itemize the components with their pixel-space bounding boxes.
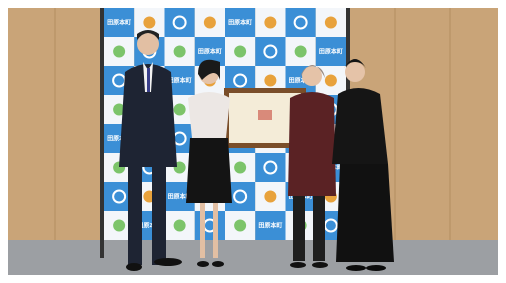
stand-pole xyxy=(100,8,104,258)
backdrop-mascot xyxy=(234,46,246,58)
backdrop-mascot xyxy=(325,75,337,87)
backdrop-mascot xyxy=(325,17,337,29)
backdrop-mascot xyxy=(204,17,216,29)
backdrop-mascot xyxy=(264,75,276,87)
backdrop-mascot xyxy=(264,17,276,29)
backdrop-text: 田原本町 xyxy=(107,19,131,27)
photo: 田原本町田原本町田原本町田原本町田原本町田原本町田原本町田原本町田原本町田原本町… xyxy=(0,0,506,283)
backdrop-mascot xyxy=(234,162,246,174)
backdrop-cell xyxy=(286,8,316,37)
floor xyxy=(8,240,498,275)
backdrop-text: 田原本町 xyxy=(319,48,343,56)
backdrop-mascot xyxy=(234,220,246,232)
backdrop-mascot xyxy=(174,104,186,116)
backdrop-mascot xyxy=(113,46,125,58)
backdrop-mascot xyxy=(113,220,125,232)
backdrop-text: 田原本町 xyxy=(258,222,282,230)
backdrop-cell xyxy=(165,8,195,37)
backdrop-mascot xyxy=(295,46,307,58)
backdrop-mascot xyxy=(174,220,186,232)
backdrop-cell xyxy=(255,37,285,66)
backdrop-mascot xyxy=(264,191,276,203)
backdrop-mascot xyxy=(174,46,186,58)
certificate-seal xyxy=(258,110,272,120)
backdrop-cell xyxy=(255,153,285,182)
backdrop-mascot xyxy=(143,17,155,29)
backdrop-text: 田原本町 xyxy=(228,19,252,27)
backdrop-cell xyxy=(195,211,225,240)
backdrop-text: 田原本町 xyxy=(198,48,222,56)
